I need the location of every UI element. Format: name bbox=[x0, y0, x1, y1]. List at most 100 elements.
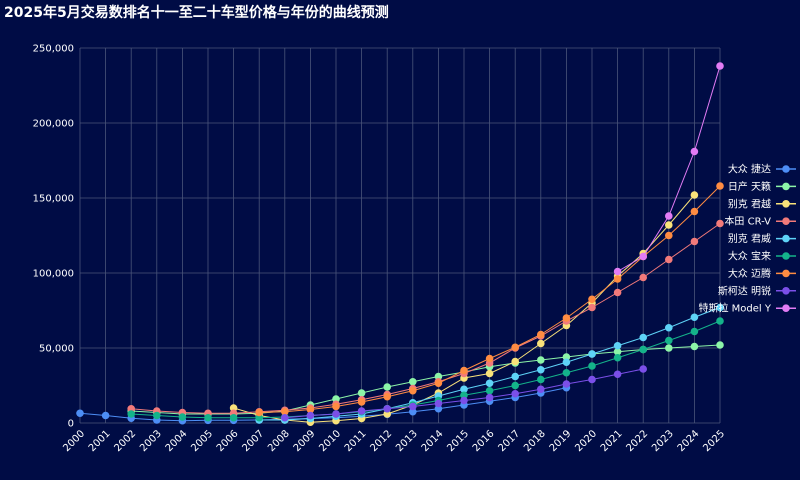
data-point[interactable] bbox=[485, 393, 494, 402]
data-point[interactable] bbox=[716, 62, 724, 70]
data-point[interactable] bbox=[588, 375, 596, 384]
data-point[interactable] bbox=[511, 389, 519, 398]
data-point[interactable] bbox=[665, 255, 673, 264]
data-point[interactable] bbox=[665, 212, 673, 220]
data-point[interactable] bbox=[537, 339, 545, 348]
data-point[interactable] bbox=[434, 372, 443, 381]
legend-item[interactable]: 斯柯达 明锐 bbox=[718, 284, 796, 297]
data-point[interactable] bbox=[537, 385, 545, 394]
data-point[interactable] bbox=[613, 353, 622, 362]
data-point[interactable] bbox=[511, 372, 519, 381]
data-point[interactable] bbox=[665, 336, 673, 345]
data-point[interactable] bbox=[613, 347, 622, 356]
legend-item[interactable]: 日产 天籁 bbox=[728, 180, 796, 193]
data-point[interactable] bbox=[281, 413, 289, 422]
data-point[interactable] bbox=[613, 341, 622, 350]
data-point[interactable] bbox=[383, 410, 392, 418]
data-point[interactable] bbox=[639, 345, 647, 354]
data-point[interactable] bbox=[716, 182, 724, 190]
data-point[interactable] bbox=[178, 413, 187, 421]
data-point[interactable] bbox=[613, 288, 622, 297]
data-point[interactable] bbox=[229, 413, 238, 422]
legend-item[interactable]: 本田 CR-V bbox=[724, 215, 796, 228]
data-point[interactable] bbox=[511, 357, 519, 366]
data-point[interactable] bbox=[716, 341, 724, 349]
data-point[interactable] bbox=[613, 267, 622, 276]
data-point[interactable] bbox=[588, 295, 596, 304]
data-point[interactable] bbox=[511, 381, 519, 390]
data-point[interactable] bbox=[485, 379, 494, 388]
legend-item[interactable]: 别克 君威 bbox=[728, 232, 796, 245]
data-point[interactable] bbox=[485, 354, 494, 363]
data-point[interactable] bbox=[639, 252, 647, 261]
data-point[interactable] bbox=[690, 342, 699, 351]
data-point[interactable] bbox=[76, 409, 84, 418]
data-point[interactable] bbox=[434, 379, 443, 388]
data-point[interactable] bbox=[562, 358, 571, 367]
data-point[interactable] bbox=[409, 377, 417, 386]
data-point[interactable] bbox=[460, 391, 468, 400]
data-point[interactable] bbox=[562, 380, 571, 388]
data-point[interactable] bbox=[332, 402, 340, 411]
data-point[interactable] bbox=[306, 411, 315, 420]
data-point[interactable] bbox=[383, 392, 392, 401]
data-point[interactable] bbox=[639, 333, 647, 342]
data-point[interactable] bbox=[639, 273, 647, 282]
data-point[interactable] bbox=[460, 366, 468, 375]
data-point[interactable] bbox=[434, 404, 443, 413]
data-point[interactable] bbox=[434, 399, 443, 408]
data-point[interactable] bbox=[383, 383, 392, 391]
data-point[interactable] bbox=[537, 330, 545, 339]
data-point[interactable] bbox=[613, 370, 622, 379]
data-point[interactable] bbox=[665, 221, 673, 229]
data-point[interactable] bbox=[204, 413, 212, 422]
data-point[interactable] bbox=[690, 313, 699, 322]
data-point[interactable] bbox=[255, 413, 263, 422]
data-point[interactable] bbox=[588, 303, 596, 312]
data-point[interactable] bbox=[485, 386, 494, 395]
data-point[interactable] bbox=[588, 362, 596, 370]
data-point[interactable] bbox=[665, 231, 673, 240]
data-point[interactable] bbox=[537, 365, 545, 374]
data-point[interactable] bbox=[101, 411, 110, 420]
data-point[interactable] bbox=[716, 303, 724, 312]
legend-item[interactable]: 大众 迈腾 bbox=[728, 267, 796, 280]
data-point[interactable] bbox=[332, 395, 340, 403]
data-point[interactable] bbox=[255, 408, 263, 417]
data-point[interactable] bbox=[690, 191, 699, 199]
data-point[interactable] bbox=[357, 407, 366, 415]
data-point[interactable] bbox=[332, 410, 340, 418]
data-point[interactable] bbox=[716, 219, 724, 228]
data-point[interactable] bbox=[639, 365, 647, 373]
data-point[interactable] bbox=[357, 398, 366, 406]
data-point[interactable] bbox=[665, 344, 673, 352]
data-point[interactable] bbox=[229, 404, 238, 412]
legend-item[interactable]: 别克 君越 bbox=[728, 197, 796, 210]
data-point[interactable] bbox=[716, 317, 724, 325]
data-point[interactable] bbox=[409, 402, 417, 411]
data-point[interactable] bbox=[460, 396, 468, 405]
data-point[interactable] bbox=[511, 343, 519, 352]
data-point[interactable] bbox=[357, 389, 366, 397]
data-point[interactable] bbox=[306, 405, 315, 414]
data-point[interactable] bbox=[562, 368, 571, 377]
data-point[interactable] bbox=[588, 350, 596, 358]
data-point[interactable] bbox=[690, 147, 699, 156]
legend-item[interactable]: 特斯拉 Model Y bbox=[699, 302, 797, 315]
data-point[interactable] bbox=[281, 407, 289, 416]
data-point[interactable] bbox=[562, 353, 571, 361]
data-point[interactable] bbox=[383, 404, 392, 413]
legend-item[interactable]: 大众 捷达 bbox=[728, 163, 796, 176]
data-point[interactable] bbox=[690, 207, 699, 216]
legend-item[interactable]: 大众 宝来 bbox=[728, 250, 796, 263]
data-point[interactable] bbox=[460, 385, 468, 394]
data-point[interactable] bbox=[537, 356, 545, 364]
data-point[interactable] bbox=[485, 369, 494, 378]
data-point[interactable] bbox=[690, 237, 699, 246]
data-point[interactable] bbox=[562, 314, 571, 322]
data-point[interactable] bbox=[665, 323, 673, 332]
data-point[interactable] bbox=[153, 411, 161, 420]
data-point[interactable] bbox=[537, 375, 545, 384]
data-point[interactable] bbox=[409, 407, 417, 416]
data-point[interactable] bbox=[127, 410, 135, 418]
